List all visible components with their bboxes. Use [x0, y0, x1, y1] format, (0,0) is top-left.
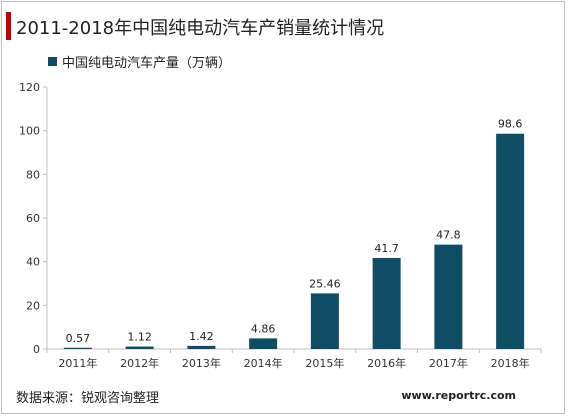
y-tick-label: 40 — [26, 256, 40, 269]
bar — [187, 345, 216, 349]
y-tick-label: 100 — [19, 125, 40, 138]
y-tick-label: 20 — [26, 299, 40, 312]
title-accent-bar — [6, 12, 11, 40]
legend-label: 中国纯电动汽车产量（万辆） — [62, 56, 232, 71]
x-tick-label: 2016年 — [367, 356, 406, 370]
bar — [310, 293, 339, 349]
x-tick-label: 2018年 — [491, 356, 530, 370]
data-label: 47.8 — [436, 229, 461, 242]
bar — [63, 347, 92, 349]
data-label: 4.86 — [251, 322, 276, 335]
x-tick-label: 2015年 — [305, 356, 344, 370]
bar — [434, 244, 463, 349]
data-label: 1.12 — [127, 331, 152, 344]
y-tick-label: 60 — [26, 212, 40, 225]
x-tick-label: 2014年 — [244, 356, 283, 370]
y-tick-label: 0 — [33, 343, 40, 356]
data-label: 25.46 — [309, 277, 341, 290]
legend-swatch — [48, 57, 57, 66]
chart-title: 2011-2018年中国纯电动汽车产销量统计情况 — [16, 18, 385, 39]
data-source: 数据来源：锐观咨询整理 — [16, 391, 160, 406]
bar — [372, 257, 401, 349]
data-label: 1.42 — [189, 330, 214, 343]
data-label: 0.57 — [66, 332, 91, 345]
x-tick-label: 2017年 — [429, 356, 468, 370]
x-tick-label: 2013年 — [182, 356, 221, 370]
chart-legend: 中国纯电动汽车产量（万辆） — [48, 52, 231, 71]
data-label: 98.6 — [498, 118, 523, 131]
x-tick-label: 2012年 — [120, 356, 159, 370]
website-url[interactable]: www.reportrc.com — [401, 389, 516, 402]
y-tick-label: 80 — [26, 168, 40, 181]
y-tick-label: 120 — [19, 81, 40, 94]
bar — [125, 346, 154, 349]
bar — [249, 338, 278, 349]
x-tick-label: 2011年 — [58, 356, 97, 370]
bar — [496, 133, 525, 349]
data-label: 41.7 — [374, 242, 399, 255]
